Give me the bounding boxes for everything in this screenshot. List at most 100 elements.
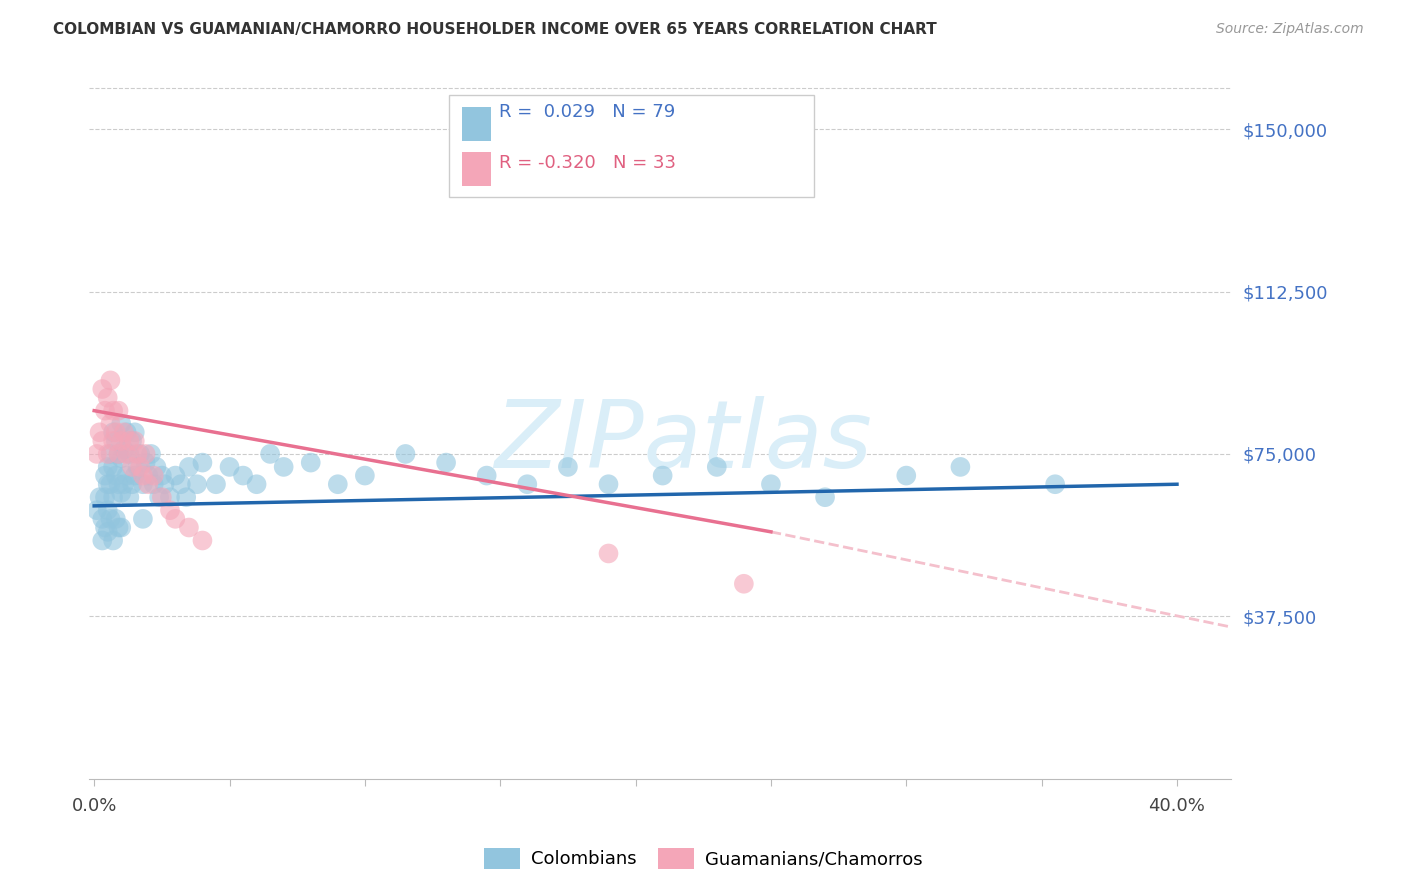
Point xyxy=(101,490,124,504)
Text: R =  0.029   N = 79: R = 0.029 N = 79 xyxy=(499,103,675,121)
Point xyxy=(107,447,129,461)
Point xyxy=(112,442,135,457)
Point xyxy=(651,468,673,483)
Point xyxy=(115,425,138,440)
Point xyxy=(135,456,157,470)
Point xyxy=(118,434,141,448)
Point xyxy=(153,477,176,491)
Point xyxy=(100,447,122,461)
Point xyxy=(94,403,117,417)
Point xyxy=(814,490,837,504)
Point xyxy=(94,490,117,504)
FancyBboxPatch shape xyxy=(463,107,491,141)
Point xyxy=(145,459,167,474)
Point xyxy=(557,459,579,474)
Point xyxy=(107,403,129,417)
Point xyxy=(475,468,498,483)
Point xyxy=(434,456,457,470)
Point xyxy=(949,459,972,474)
Point xyxy=(107,520,129,534)
Text: Source: ZipAtlas.com: Source: ZipAtlas.com xyxy=(1216,22,1364,37)
Point xyxy=(107,447,129,461)
Point xyxy=(706,459,728,474)
Point xyxy=(273,459,295,474)
Point xyxy=(354,468,377,483)
Point xyxy=(142,477,165,491)
Point xyxy=(97,477,120,491)
Point xyxy=(516,477,538,491)
Point xyxy=(115,468,138,483)
Point xyxy=(177,459,200,474)
Point xyxy=(115,447,138,461)
Point xyxy=(127,447,149,461)
Point xyxy=(124,434,146,448)
Point xyxy=(94,520,117,534)
Point xyxy=(598,477,620,491)
Point xyxy=(232,468,254,483)
Point xyxy=(89,425,111,440)
Point xyxy=(118,490,141,504)
Point xyxy=(94,468,117,483)
Point xyxy=(136,477,159,491)
Point xyxy=(165,512,187,526)
Point xyxy=(598,546,620,560)
Text: R = -0.320   N = 33: R = -0.320 N = 33 xyxy=(499,154,676,172)
Point xyxy=(246,477,269,491)
Point xyxy=(205,477,228,491)
Point xyxy=(135,447,157,461)
Legend: Colombians, Guamanians/Chamorros: Colombians, Guamanians/Chamorros xyxy=(477,840,929,876)
Point xyxy=(159,490,181,504)
Point xyxy=(101,403,124,417)
Point xyxy=(150,490,173,504)
Point xyxy=(132,468,155,483)
Point xyxy=(129,459,152,474)
FancyBboxPatch shape xyxy=(463,153,491,186)
Point xyxy=(107,477,129,491)
Point xyxy=(170,477,193,491)
Point xyxy=(142,468,165,483)
Point xyxy=(326,477,349,491)
Point xyxy=(97,391,120,405)
Point xyxy=(132,512,155,526)
Point xyxy=(186,477,208,491)
Point xyxy=(110,417,132,431)
Point xyxy=(89,490,111,504)
Point xyxy=(1043,477,1066,491)
Point xyxy=(110,434,132,448)
Point xyxy=(104,512,127,526)
Point xyxy=(174,490,197,504)
Point xyxy=(97,503,120,517)
Point xyxy=(124,468,146,483)
Point xyxy=(110,520,132,534)
Point xyxy=(91,512,114,526)
Point xyxy=(159,503,181,517)
Point xyxy=(139,447,162,461)
Point xyxy=(148,490,170,504)
Point xyxy=(100,373,122,387)
Point xyxy=(132,477,155,491)
Point xyxy=(104,434,127,448)
Point xyxy=(394,447,416,461)
Point xyxy=(101,425,124,440)
Point xyxy=(118,447,141,461)
Point xyxy=(259,447,281,461)
Point xyxy=(110,486,132,500)
Point xyxy=(129,447,152,461)
Point xyxy=(896,468,918,483)
Point xyxy=(299,456,322,470)
Point xyxy=(86,503,108,517)
Point xyxy=(124,425,146,440)
Point xyxy=(191,456,214,470)
Point xyxy=(112,425,135,440)
Point xyxy=(110,451,132,466)
Point xyxy=(91,533,114,548)
Point xyxy=(100,477,122,491)
Point xyxy=(101,533,124,548)
FancyBboxPatch shape xyxy=(449,95,814,196)
Point xyxy=(191,533,214,548)
Point xyxy=(136,468,159,483)
Point xyxy=(86,447,108,461)
Point xyxy=(759,477,782,491)
Point xyxy=(100,512,122,526)
Point xyxy=(165,468,187,483)
